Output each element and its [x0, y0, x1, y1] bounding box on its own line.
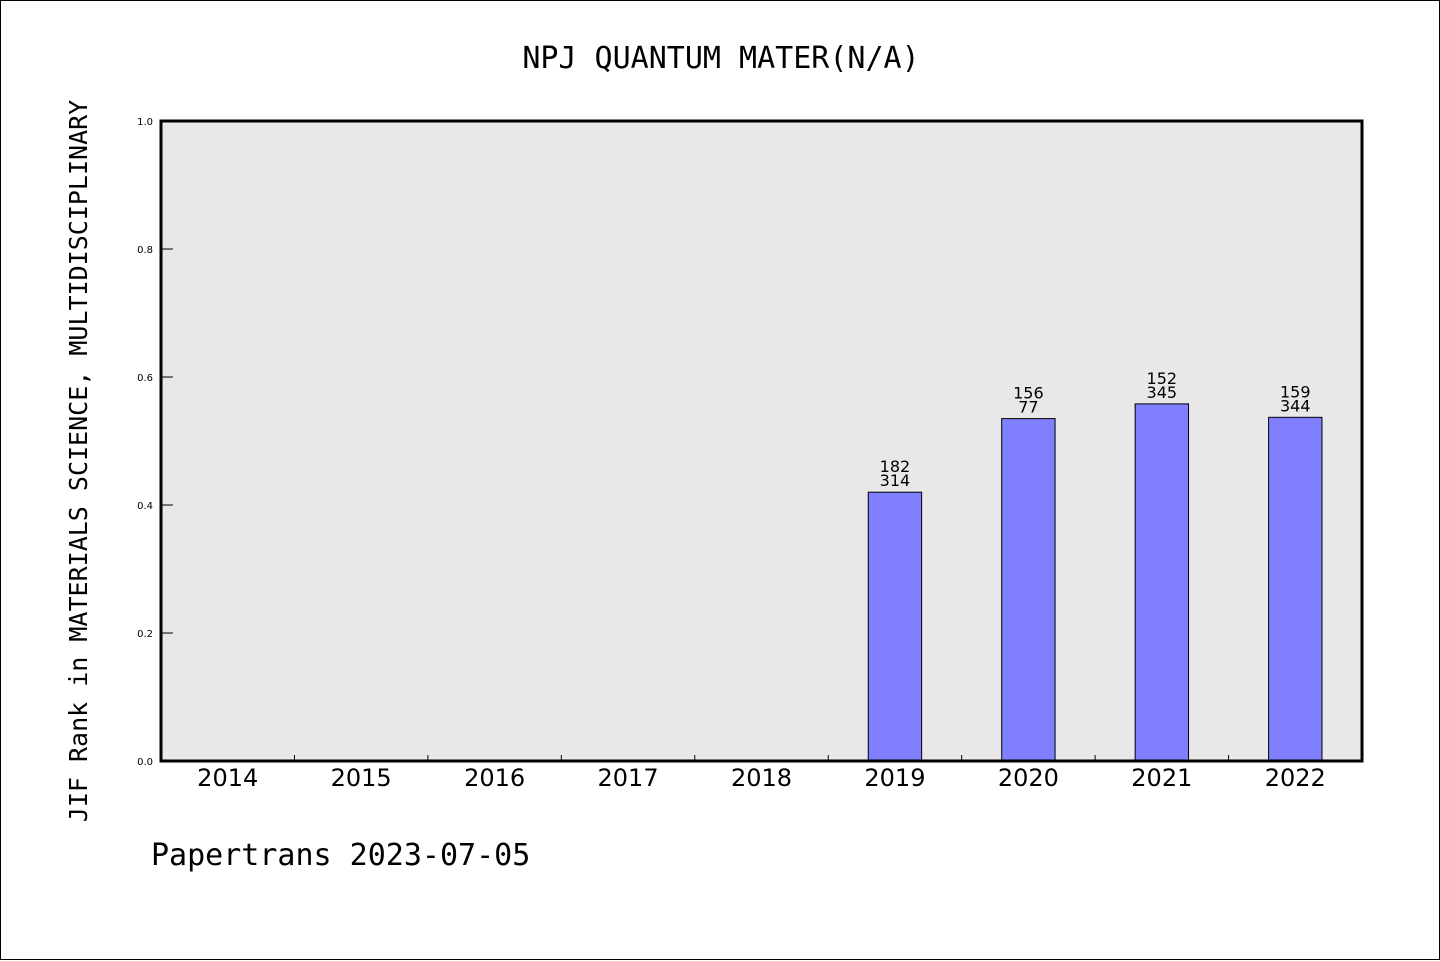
y-tick-label: 0.4: [137, 501, 153, 512]
x-tick-label: 2018: [731, 764, 792, 792]
x-tick-label: 2015: [331, 764, 392, 792]
y-tick-label: 0.8: [137, 245, 153, 256]
x-tick-label: 2020: [998, 764, 1059, 792]
y-axis-label: JIF Rank in MATERIALS SCIENCE, MULTIDISC…: [64, 100, 93, 822]
footer-credit: Papertrans 2023-07-05: [151, 838, 530, 873]
bar-label-bottom: 314: [880, 471, 911, 490]
bar-2020: [1001, 418, 1056, 762]
bar-label-bottom: 345: [1147, 383, 1178, 402]
y-tick-label: 1.0: [137, 117, 153, 128]
plot-border: [159, 119, 1364, 763]
bar-label-top: 159: [1280, 382, 1311, 401]
x-tick-label: 2021: [1131, 764, 1192, 792]
x-tick-label: 2016: [464, 764, 525, 792]
y-tick-label: 0.0: [137, 757, 153, 768]
bar-label-bottom: 344: [1280, 396, 1311, 415]
x-tick-label: 2022: [1265, 764, 1326, 792]
x-tick-label: 2017: [598, 764, 659, 792]
x-tick-label: 2019: [864, 764, 925, 792]
bar-label-top: 182: [880, 457, 911, 476]
y-tick-label: 0.2: [137, 629, 153, 640]
bar-2019: [867, 491, 923, 762]
bar-2021: [1134, 403, 1190, 762]
bar-2022: [1268, 416, 1323, 762]
bar-label-top: 152: [1147, 369, 1178, 388]
x-axis-ticks: 2014 2015 2016 2017 2018 2019 2020 2021 2022: [197, 755, 1326, 792]
bar-label-bottom: 77: [1018, 398, 1038, 417]
bar-label-top: 156: [1013, 384, 1044, 403]
y-tick-label: 0.6: [137, 373, 153, 384]
chart-title: NPJ QUANTUM MATER(N/A): [522, 41, 919, 76]
x-tick-label: 2014: [197, 764, 258, 792]
